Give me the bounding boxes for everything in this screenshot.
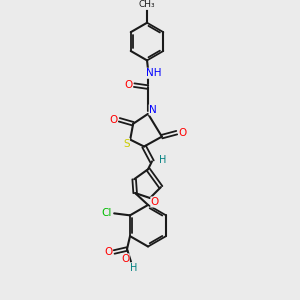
Text: Cl: Cl — [101, 208, 111, 218]
Text: O: O — [178, 128, 187, 138]
Text: S: S — [123, 139, 130, 148]
Text: H: H — [159, 155, 167, 165]
Text: H: H — [130, 263, 138, 273]
Text: O: O — [151, 197, 159, 207]
Text: O: O — [109, 115, 118, 125]
Text: O: O — [121, 254, 129, 264]
Text: N: N — [149, 105, 157, 115]
Text: O: O — [124, 80, 132, 90]
Text: NH: NH — [146, 68, 162, 78]
Text: O: O — [104, 247, 112, 257]
Text: CH₃: CH₃ — [139, 0, 155, 9]
